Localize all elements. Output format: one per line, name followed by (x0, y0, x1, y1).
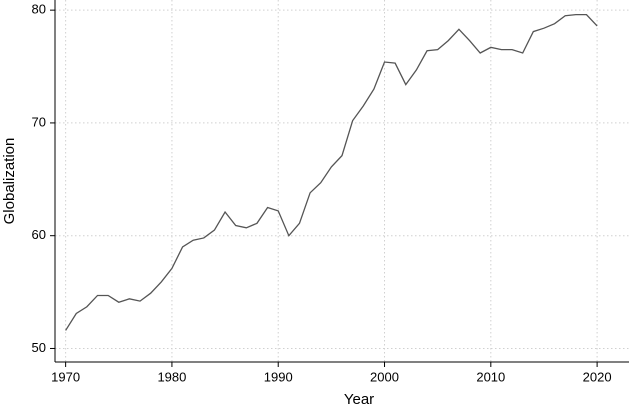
y-tick-label: 80 (32, 2, 46, 17)
x-tick-label: 2000 (370, 369, 399, 384)
line (65, 14, 598, 331)
y-tick-label: 50 (32, 340, 46, 355)
x-tick-label: 2020 (583, 369, 612, 384)
y-tick-label: 70 (32, 114, 46, 129)
y-tick-label: 60 (32, 227, 46, 242)
x-axis-title: Year (344, 391, 374, 408)
x-tick-label: 1970 (51, 369, 80, 384)
x-tick-label: 2010 (476, 369, 505, 384)
y-axis-title: Globalization (1, 138, 18, 225)
x-tick-label: 1980 (157, 369, 186, 384)
x-tick-label: 1990 (264, 369, 293, 384)
